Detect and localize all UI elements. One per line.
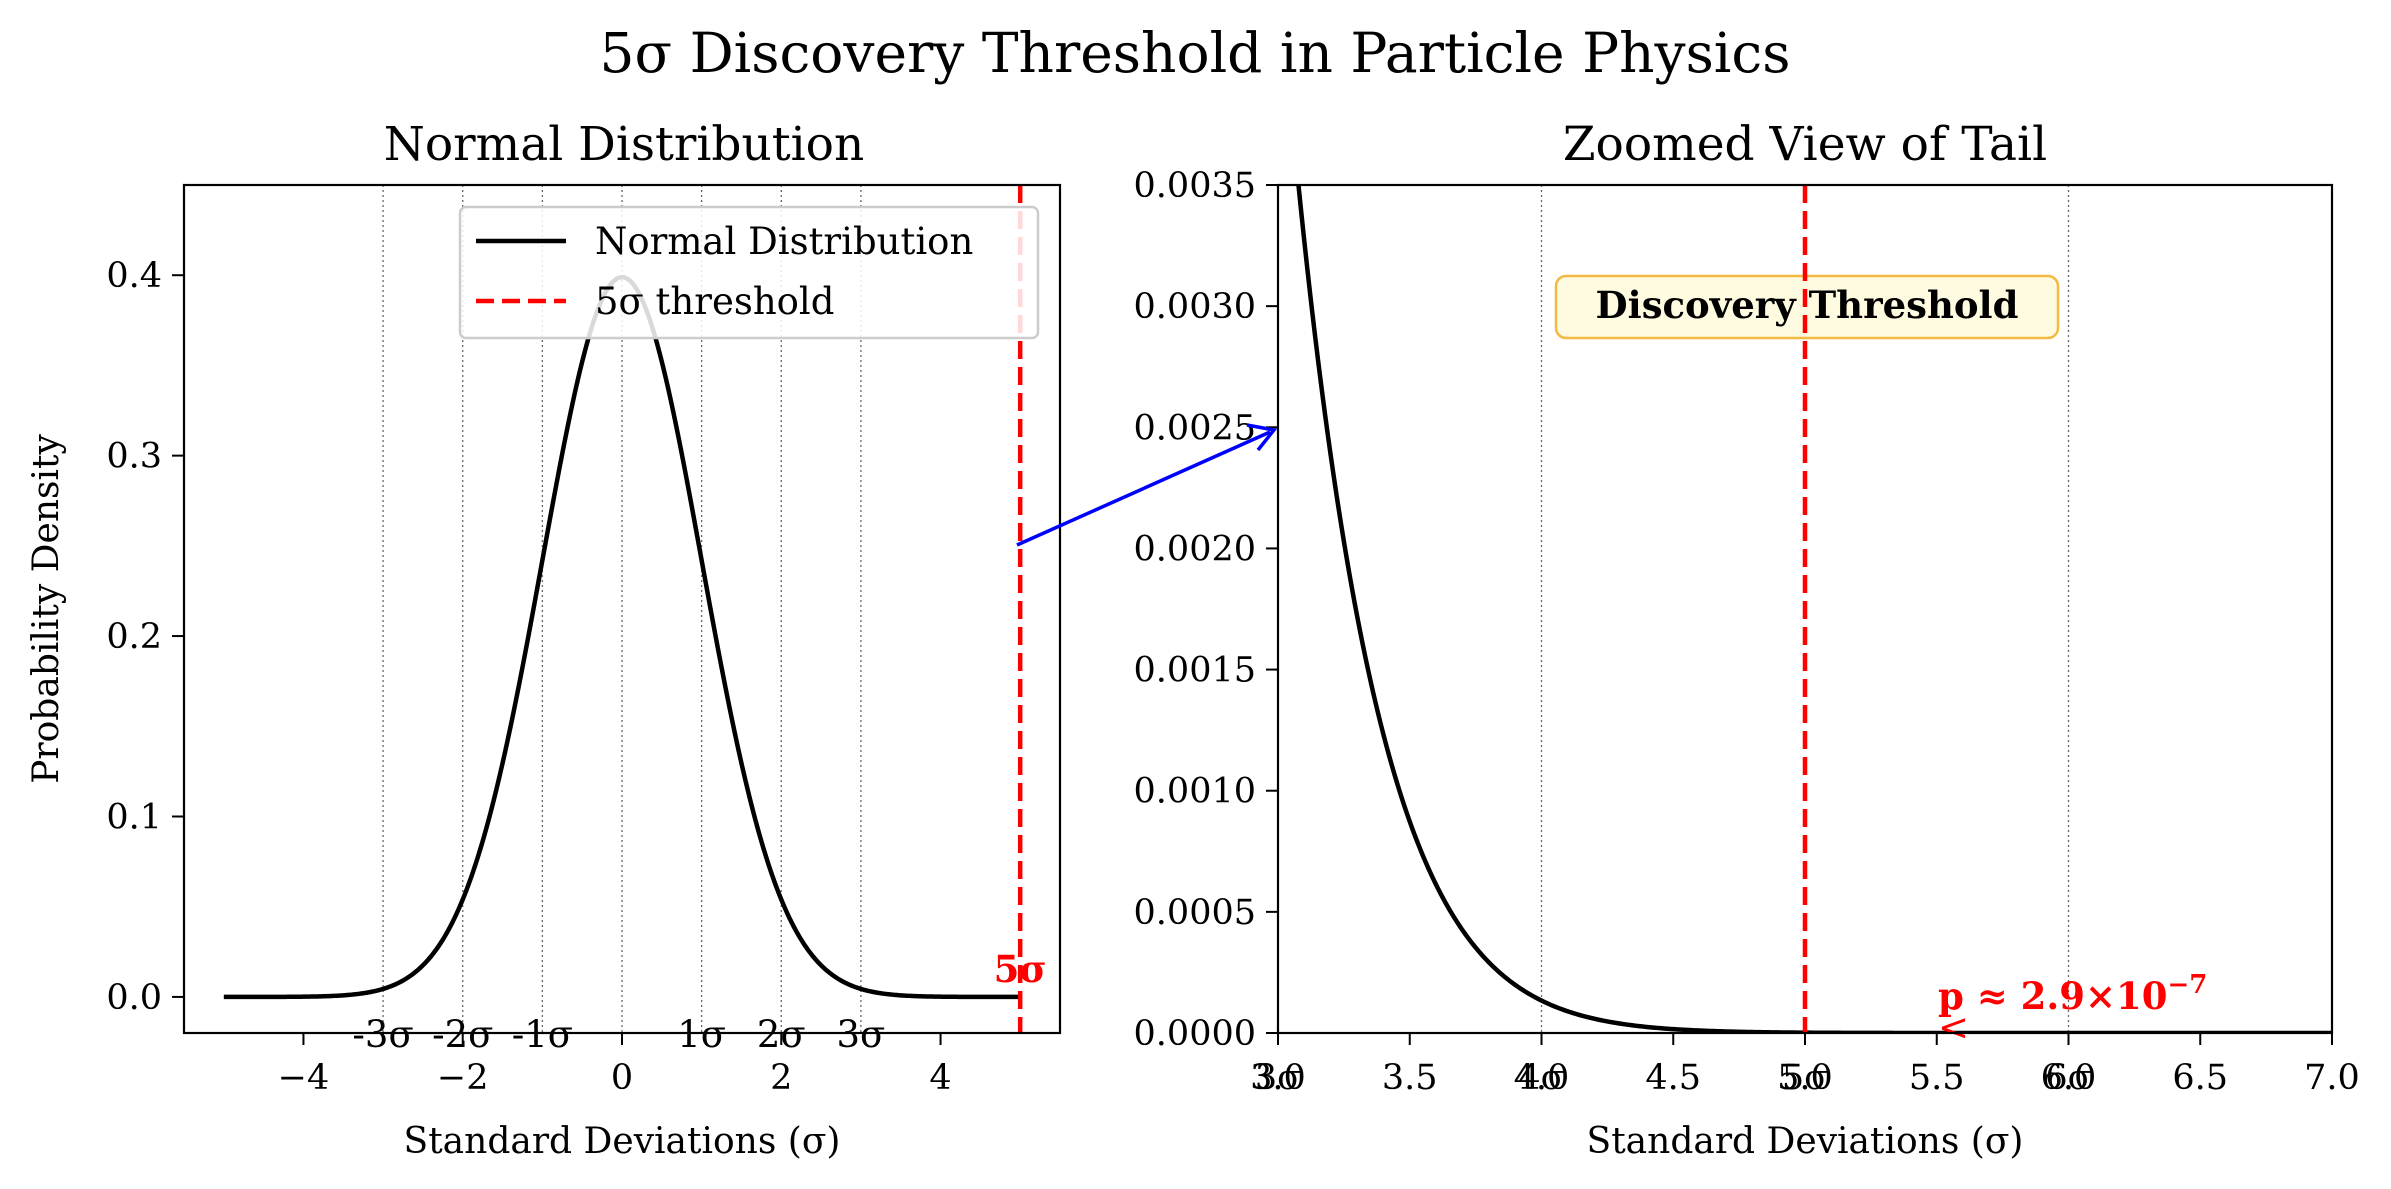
left-x-tick-label: −2 [437,1058,489,1098]
left-x-axis-label: Standard Deviations (σ) [404,1121,841,1162]
p-value-arrow: < [1938,1006,1969,1049]
right-y-tick-label: 0.0035 [1134,166,1256,206]
left-sigma-label: 1σ [677,1013,726,1056]
right-x-tick-label: 5.0 [1777,1058,1833,1098]
left-y-ticks: 0.0 0.1 0.2 0.3 0.4 [106,256,184,1018]
left-y-axis-label: Probability Density [26,434,67,784]
connector-arrow [1016,423,1278,547]
left-x-tick-label: 2 [770,1058,792,1098]
left-panel-title: Normal Distribution [384,117,865,172]
right-sigma-overlay-labels: 3σ 4σ 5σ 6σ [1255,1058,2092,1098]
right-x-tick-label: 6.5 [2172,1058,2228,1098]
right-y-tick-label: 0.0030 [1134,287,1256,327]
right-sigma-overlay-label: 5σ [1782,1058,1828,1098]
legend: Normal Distribution 5σ threshold [458,205,1040,340]
right-panel: Zoomed View of Tail Discovery Threshold … [1134,117,2360,1162]
left-x-tick-label: −4 [278,1058,330,1098]
right-y-tick-label: 0.0025 [1134,408,1256,448]
left-y-tick-label: 0.2 [106,617,162,657]
left-sigma-labels: -3σ -2σ -1σ 1σ 2σ 3σ [352,1013,885,1056]
p-value-main: p ≈ 2.9×10 [1938,974,2168,1018]
left-sigma-label: -3σ [352,1013,413,1056]
left-panel: Normal Distribution 5σ -3σ -2σ -1σ 1σ 2σ 3σ −… [26,117,1062,1162]
left-sigma-label: -1σ [512,1013,573,1056]
right-x-axis-label: Standard Deviations (σ) [1587,1121,2024,1162]
left-y-tick-label: 0.4 [106,256,162,296]
left-x-tick-label: 0 [611,1058,633,1098]
left-y-tick-label: 0.1 [106,797,162,837]
left-x-tick-label: 4 [929,1058,951,1098]
left-x-ticks: −4 −2 0 2 4 [278,1033,952,1098]
connector-arrow-head [1246,423,1278,452]
right-y-tick-label: 0.0010 [1134,772,1256,812]
left-sigma-label: 3σ [837,1013,886,1056]
legend-box [458,205,1040,340]
legend-entry-threshold: 5σ threshold [595,280,834,323]
p-value-annotation: p ≈ 2.9×10−7 < [1938,970,2207,1049]
left-y-tick-label: 0.3 [106,437,162,477]
right-x-tick-label: 3.5 [1382,1058,1438,1098]
p-value-exponent: −7 [2168,970,2208,1000]
right-y-ticks: 0.0000 0.0005 0.0010 0.0015 0.0020 0.0025 0.00… [1134,166,1278,1054]
left-y-tick-label: 0.0 [106,978,162,1018]
right-sigma-gridlines [1540,185,2070,1033]
right-y-tick-label: 0.0020 [1134,529,1256,569]
legend-entry-normal: Normal Distribution [595,220,973,263]
connector-arrow-line [1016,430,1271,547]
right-x-tick-label: 4.0 [1514,1058,1570,1098]
right-sigma-overlay-label: 3σ [1255,1058,1301,1098]
right-x-tick-label: 4.5 [1645,1058,1701,1098]
right-y-tick-label: 0.0005 [1134,893,1256,933]
right-x-ticks: 3.0 3.5 4.0 4.5 5.0 5.5 6.0 6.5 7.0 [1250,1033,2360,1098]
figure-title: 5σ Discovery Threshold in Particle Physi… [600,21,1791,85]
p-value-text: p ≈ 2.9×10−7 [1938,970,2207,1018]
right-panel-title: Zoomed View of Tail [1563,117,2047,172]
right-y-tick-label: 0.0000 [1134,1014,1256,1054]
right-x-tick-label: 7.0 [2304,1058,2360,1098]
right-sigma-overlay-label: 6σ [2045,1058,2091,1098]
right-x-tick-label: 5.5 [1909,1058,1965,1098]
right-x-tick-label: 3.0 [1250,1058,1306,1098]
right-y-tick-label: 0.0015 [1134,651,1256,691]
right-sigma-overlay-label: 4σ [1518,1058,1564,1098]
left-threshold-label: 5σ [994,947,1047,991]
right-x-tick-label: 6.0 [2041,1058,2097,1098]
